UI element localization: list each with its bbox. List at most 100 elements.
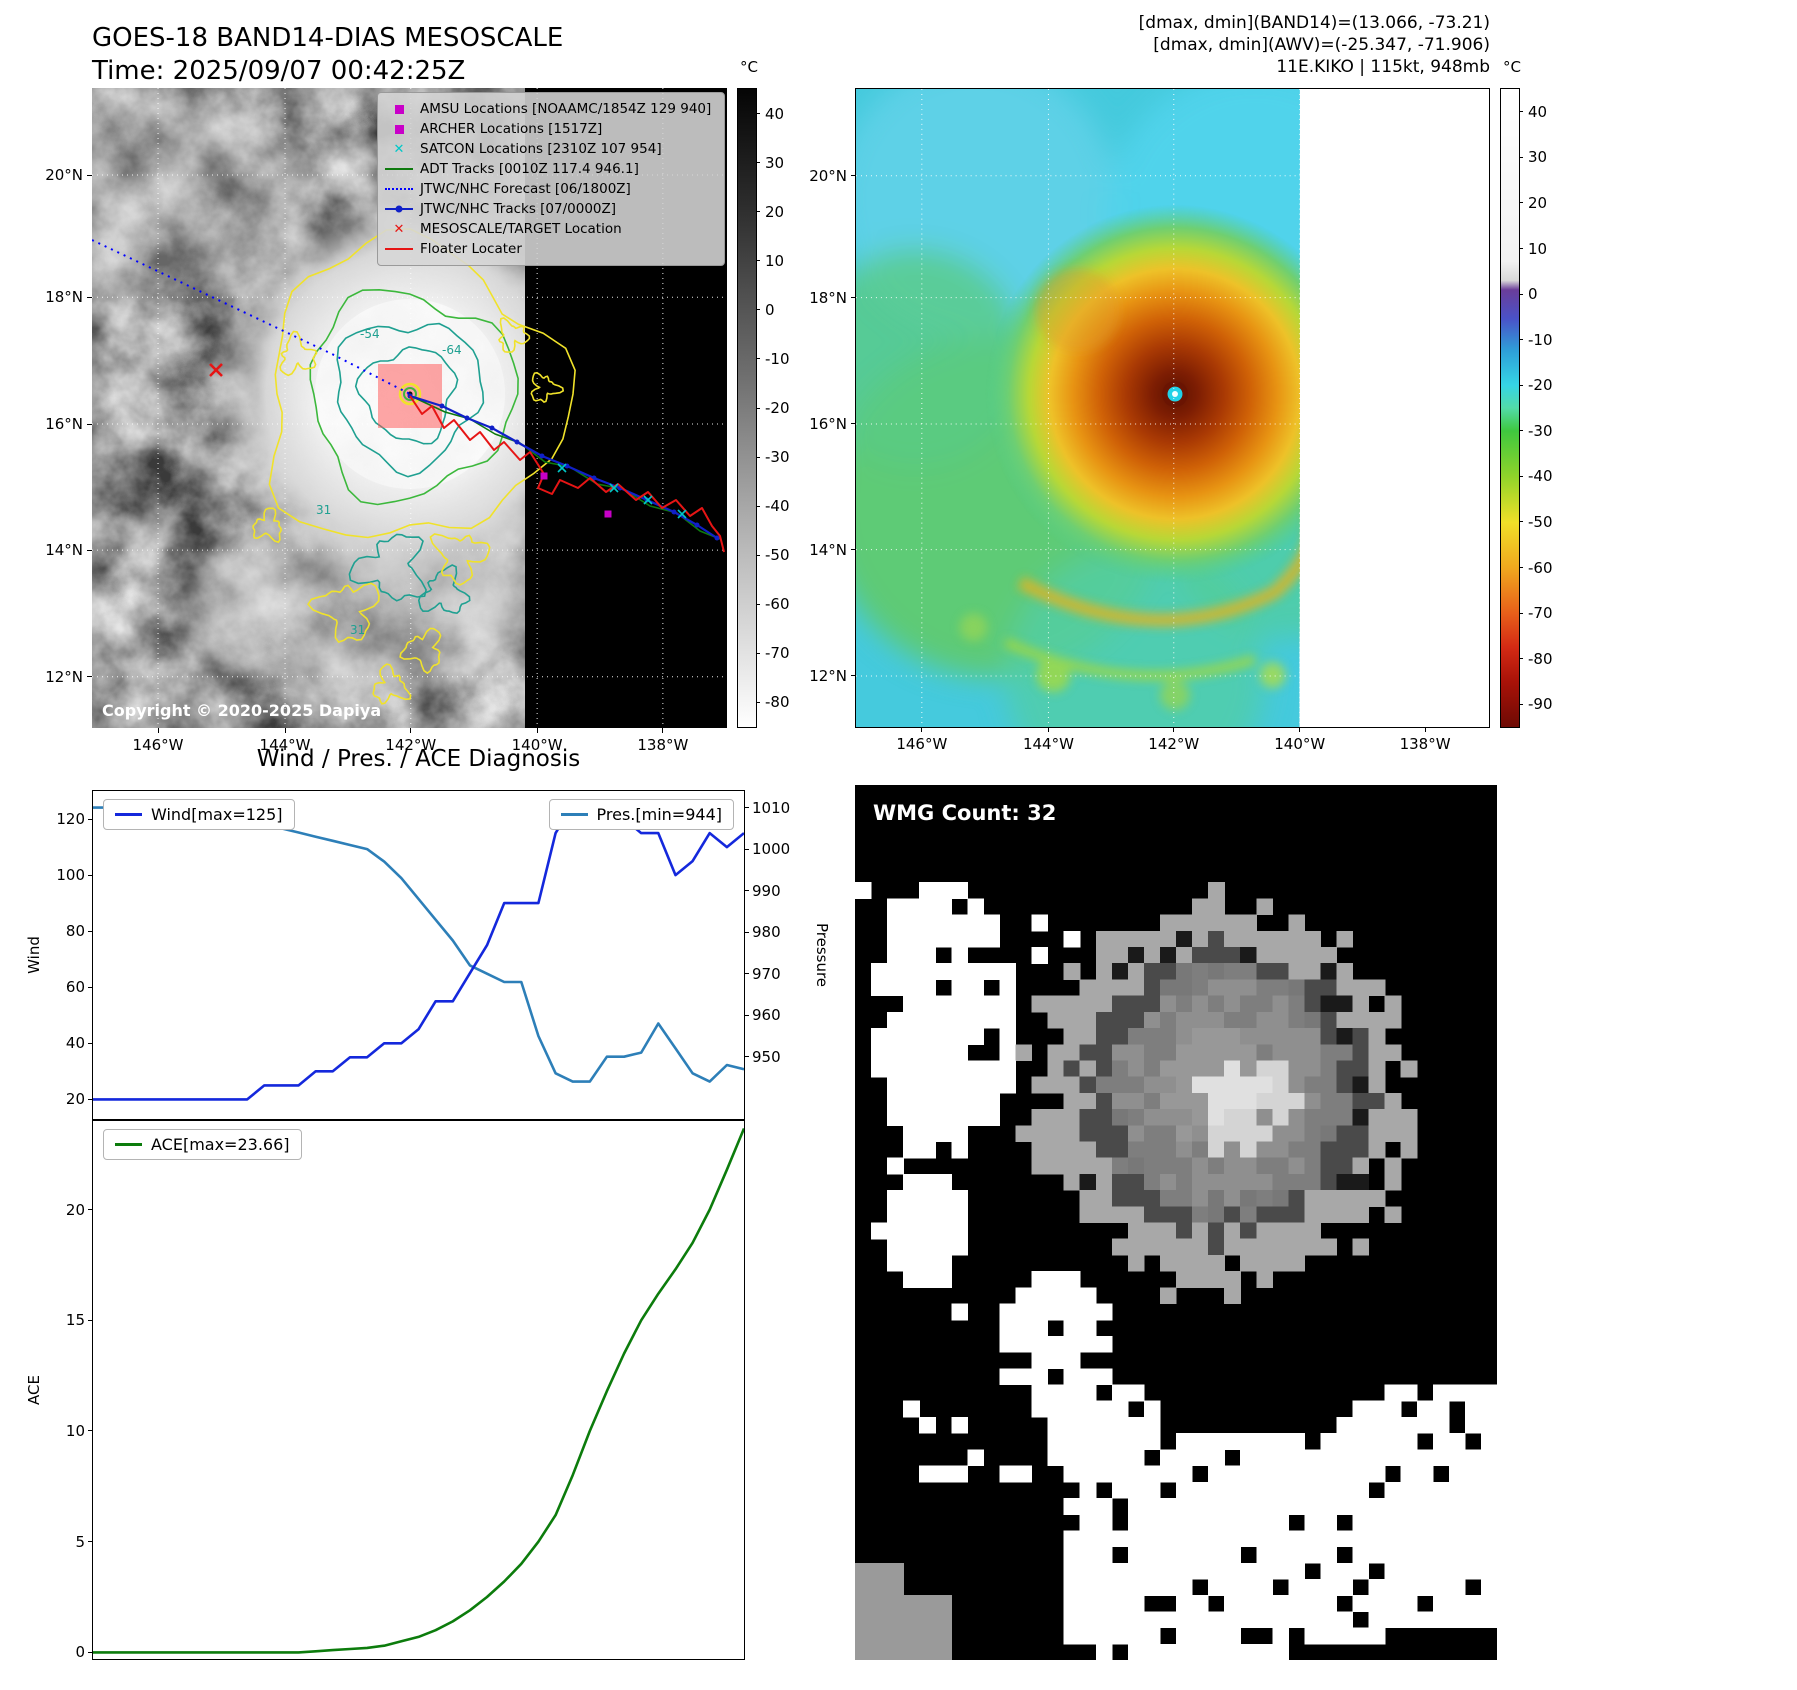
- colorbar-tickmark: [1519, 384, 1523, 386]
- colorbar-tick-label: 30: [1528, 148, 1548, 167]
- pressure-axis-label: Pressure: [813, 922, 831, 988]
- lon-tick-label: 142°W: [385, 736, 437, 754]
- colorbar-tick-label: -70: [765, 644, 790, 663]
- colorbar-tick-label: -10: [765, 349, 790, 368]
- legend-item-label: JTWC/NHC Tracks [07/0000Z]: [420, 201, 617, 217]
- dmax-awv-line: [dmax, dmin](AWV)=(-25.347, -71.906): [1153, 35, 1490, 56]
- diagnosis-chart-title: Wind / Pres. / ACE Diagnosis: [256, 746, 581, 772]
- lat-tickmark: [87, 174, 92, 176]
- legend-item-label: AMSU Locations [NOAAMC/1854Z 129 940]: [420, 101, 712, 117]
- lon-tickmark: [284, 728, 286, 733]
- colorbar-tick-label: 40: [765, 104, 785, 123]
- ace-legend-label: ACE[max=23.66]: [151, 1135, 290, 1154]
- y-axis-tick-label: 20: [65, 1200, 85, 1219]
- colorbar-tick-label: 20: [765, 202, 785, 221]
- lon-tick-label: 146°W: [132, 736, 184, 754]
- colorbar-tickmark: [1519, 339, 1523, 341]
- wind-axis-label: Wind: [25, 936, 43, 974]
- fix-location-markers: [209, 363, 687, 519]
- lat-tick-label: 14°N: [809, 540, 847, 559]
- colorbar-tickmark: [756, 358, 760, 360]
- colorbar-tick-label: -50: [1528, 512, 1553, 531]
- y-axis-tick-label: 15: [65, 1311, 85, 1330]
- colorbar-tickmark: [756, 505, 760, 507]
- colorbar-tickmark: [1519, 111, 1523, 113]
- legend-item: Floater Locater: [382, 239, 720, 259]
- colorbar-tick-label: -40: [1528, 467, 1553, 486]
- contour-labels: -54 -64 31 31: [316, 327, 462, 637]
- lat-tickmark: [87, 296, 92, 298]
- map-legend: AMSU Locations [NOAAMC/1854Z 129 940] ARC…: [377, 92, 725, 266]
- colorbar-tickmark: [1519, 703, 1523, 705]
- y-axis-tickmark: [88, 1098, 93, 1100]
- y-axis-tickmark: [88, 874, 93, 876]
- colorbar-tickmark: [756, 652, 760, 654]
- y-axis-tickmark: [744, 973, 749, 975]
- colorbar-tick-label: 40: [1528, 102, 1548, 121]
- colorbar-tickmark: [756, 260, 760, 262]
- colorbar-tick-label: -30: [1528, 421, 1553, 440]
- wind-line-swatch: [115, 813, 142, 816]
- colorbar-tickmark: [756, 407, 760, 409]
- lat-tickmark: [851, 297, 856, 299]
- y-axis-tick-label: 120: [56, 810, 85, 829]
- colorbar-tickmark: [1519, 248, 1523, 249]
- enhanced-ir-image: [856, 89, 1489, 727]
- storm-id-line: 11E.KIKO | 115kt, 948mb: [1276, 57, 1490, 78]
- pressure-line-swatch: [560, 813, 588, 816]
- lon-tickmark: [157, 728, 159, 733]
- lat-tickmark: [87, 549, 92, 551]
- y-axis-tick-label: 970: [752, 964, 781, 983]
- y-axis-tick-label: 1010: [752, 798, 791, 817]
- y-axis-tick-label: 960: [752, 1006, 781, 1025]
- y-axis-tickmark: [744, 807, 749, 809]
- lat-tickmark: [87, 676, 92, 678]
- enhanced-cloud-imagery: [856, 89, 1300, 727]
- y-axis-tick-label: 0: [75, 1643, 85, 1662]
- ace-line-swatch: [115, 1143, 142, 1146]
- colorbar-tickmark: [1519, 658, 1523, 660]
- y-axis-tickmark: [744, 1014, 749, 1016]
- svg-text:-64: -64: [442, 343, 462, 357]
- colorbar-tick-label: -80: [765, 693, 790, 712]
- legend-item: ADT Tracks [0010Z 117.4 946.1]: [382, 159, 720, 179]
- colorbar-tick-label: 20: [1528, 193, 1548, 212]
- legend-item-label: Floater Locater: [420, 241, 522, 257]
- latlon-gridlines: [856, 89, 1489, 727]
- legend-item-label: SATCON Locations [2310Z 107 954]: [420, 141, 662, 157]
- legend-item: ✕ MESOSCALE/TARGET Location: [382, 219, 720, 239]
- colorbar-tickmark: [756, 554, 760, 556]
- wind-legend-label: Wind[max=125]: [151, 805, 283, 824]
- lat-tickmark: [851, 675, 856, 677]
- colorbar-tick-label: -60: [765, 595, 790, 614]
- y-axis-tickmark: [88, 1541, 93, 1543]
- lon-tick-label: 142°W: [1148, 735, 1200, 753]
- legend-item: AMSU Locations [NOAAMC/1854Z 129 940]: [382, 99, 720, 119]
- y-axis-tick-label: 60: [65, 978, 85, 997]
- lon-tick-label: 144°W: [259, 736, 311, 754]
- lat-tick-label: 20°N: [809, 166, 847, 185]
- y-axis-tickmark: [744, 848, 749, 850]
- colorbar-tick-label: -20: [1528, 376, 1553, 395]
- wind-pressure-chart: Wind[max=125] Pres.[min=944] 20 40 60 80 100…: [56, 790, 790, 1120]
- wmg-pixel-image: [855, 785, 1497, 1660]
- lat-tickmark: [851, 175, 856, 177]
- colorbar-tick-label: -60: [1528, 558, 1553, 577]
- band14-colorbar-unit: °C: [740, 58, 758, 76]
- dmax-band14-line: [dmax, dmin](BAND14)=(13.066, -73.21): [1138, 13, 1490, 33]
- wmg-count-label: WMG Count: 32: [873, 801, 1057, 825]
- storm-tracks: [92, 239, 725, 553]
- lon-tickmark: [1424, 727, 1426, 732]
- ace-legend: ACE[max=23.66]: [103, 1129, 302, 1160]
- y-axis-tickmark: [88, 930, 93, 932]
- colorbar-tick-label: -20: [765, 399, 790, 417]
- y-axis-tickmark: [744, 890, 749, 892]
- lon-tickmark: [1173, 727, 1175, 732]
- enhanced-colorbar-unit: °C: [1503, 58, 1521, 76]
- header-right: [dmax, dmin](BAND14)=(13.066, -73.21) [d…: [1139, 12, 1490, 78]
- legend-item: JTWC/NHC Tracks [07/0000Z]: [382, 199, 720, 219]
- y-axis-tickmark: [88, 1651, 93, 1653]
- legend-item: ARCHER Locations [1517Z]: [382, 119, 720, 139]
- y-axis-tickmark: [744, 931, 749, 933]
